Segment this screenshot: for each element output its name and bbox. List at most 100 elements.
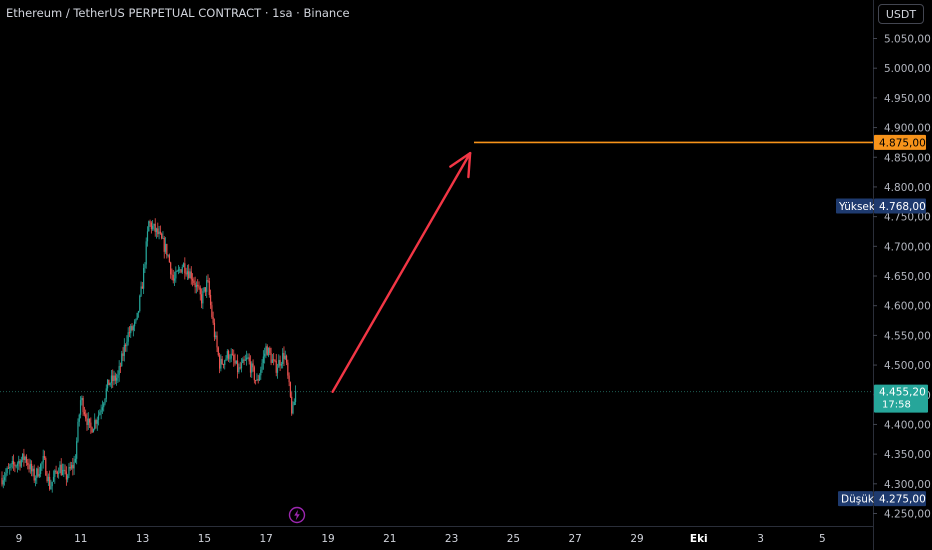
price-tick-label: 4.250,00 [884, 509, 931, 521]
candle-body [113, 375, 115, 382]
candle-body [36, 468, 38, 479]
candle-body [145, 241, 147, 265]
candle-body [65, 471, 67, 480]
low-price-badge [874, 491, 926, 507]
time-tick-label: 9 [16, 533, 23, 545]
time-tick-label: 11 [74, 533, 87, 545]
candle-body [16, 463, 19, 466]
candle-body [90, 422, 92, 428]
candle-body [122, 353, 124, 356]
candle-body [257, 379, 259, 381]
candle-body [172, 274, 174, 281]
candle-body [5, 473, 7, 478]
candle-body [167, 255, 169, 256]
price-tick-label: 4.500,00 [884, 360, 931, 372]
candle-body [136, 312, 138, 320]
candle-body [294, 391, 297, 402]
candle-body [125, 344, 127, 347]
candle-body [146, 231, 149, 242]
time-tick-label: 27 [569, 533, 582, 545]
candle-body [12, 461, 15, 465]
candle-body [234, 360, 236, 364]
time-tick-label: 5 [819, 533, 826, 545]
price-tick-label: 5.000,00 [884, 63, 931, 75]
candle-body [197, 284, 199, 287]
candle-body [27, 462, 29, 466]
candle-body [99, 412, 101, 416]
high-price-label: 4.768,00 [879, 201, 926, 213]
candle-body [233, 354, 235, 361]
candle-body [291, 396, 293, 414]
candle-body [126, 341, 128, 347]
candle-body [74, 458, 76, 463]
candle-body [34, 478, 37, 481]
candle-body [96, 419, 98, 424]
candle-body [231, 353, 234, 355]
candle-body [3, 477, 6, 481]
candle-body [64, 469, 66, 472]
high-tag-label: Yüksek [838, 201, 876, 213]
candle-body [185, 273, 187, 275]
candle-body [103, 403, 105, 408]
candle-body [266, 346, 268, 356]
chart-title: Ethereum / TetherUS PERPETUAL CONTRACT ·… [6, 6, 350, 20]
candle-body [202, 291, 204, 304]
candle-body [67, 475, 69, 480]
candle-body [248, 357, 250, 362]
lightning-icon[interactable] [288, 506, 306, 524]
candle-body [273, 359, 275, 361]
candle-body [164, 243, 167, 252]
candle-body [55, 470, 57, 473]
candle-body [247, 357, 249, 359]
candle-body [137, 310, 140, 313]
candle-body [285, 355, 288, 363]
candle-body [203, 287, 205, 292]
candle-body [170, 262, 172, 275]
candle-body [189, 271, 191, 279]
candle-body [106, 379, 109, 389]
low-tag-bg [838, 491, 873, 507]
target-price-badge [874, 134, 926, 150]
price-tick-label: 4.700,00 [884, 241, 931, 253]
candle-body [181, 267, 183, 273]
candle-body [79, 400, 82, 415]
candle-body [131, 325, 133, 330]
candle-body [150, 222, 152, 230]
time-tick-label: 23 [445, 533, 458, 545]
candle-body [132, 326, 134, 330]
candle-body [83, 412, 86, 415]
candle-body [50, 486, 52, 490]
time-tick-label: 3 [757, 533, 764, 545]
candle-body [208, 281, 210, 295]
candle-body [198, 286, 200, 288]
candle-body [216, 335, 218, 348]
candle-body [222, 364, 225, 365]
candle-body [221, 358, 223, 365]
candle-body [194, 282, 196, 288]
candle-body [260, 369, 262, 376]
price-tick-label: 4.750,00 [884, 212, 931, 224]
candle-body [108, 379, 110, 386]
candle-body [204, 287, 207, 292]
candle-body [112, 375, 114, 382]
candle-body [255, 380, 257, 382]
high-price-badge [874, 198, 926, 214]
candle-body [252, 363, 254, 368]
candle-body [94, 420, 96, 430]
candle-body [292, 405, 294, 414]
candle-body [144, 264, 146, 268]
target-price-label: 4.875,00 [879, 137, 926, 149]
candle-body [22, 453, 24, 460]
candle-body [279, 359, 281, 366]
candle-body [32, 468, 34, 472]
candle-body [275, 360, 277, 373]
candle-body [159, 231, 161, 234]
candle-body [31, 463, 33, 472]
candle-body [70, 465, 73, 469]
candle-body [63, 469, 65, 471]
currency-button[interactable]: USDT [878, 4, 924, 24]
candle-body [20, 459, 22, 467]
candle-body [9, 466, 11, 469]
price-tick-label: 4.900,00 [884, 123, 931, 135]
